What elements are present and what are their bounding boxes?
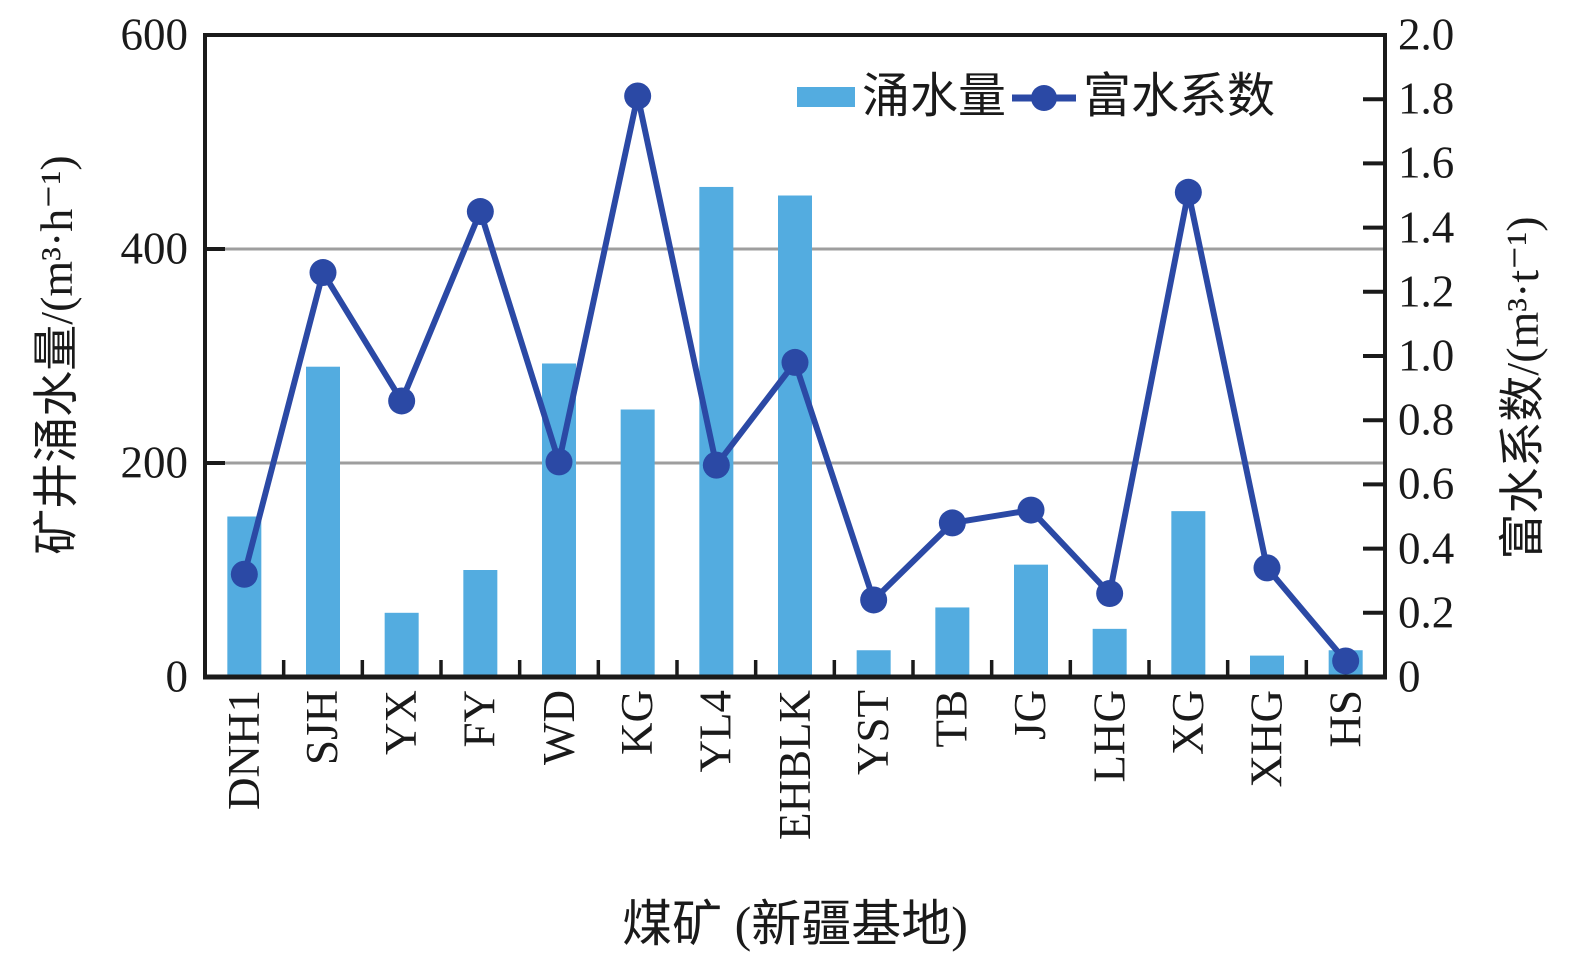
right-axis-tick-label: 2.0 [1398, 9, 1455, 60]
bar-JG [1014, 564, 1048, 677]
data-point-marker-FY [466, 198, 494, 226]
data-point-marker-XHG [1253, 554, 1281, 582]
right-axis-tick-label: 1.6 [1398, 137, 1455, 188]
category-label-WD: WD [533, 690, 584, 765]
bar-EHBLK [778, 195, 812, 677]
data-point-marker-KG [624, 82, 652, 110]
bar-YX [384, 612, 419, 677]
category-label-EHBLK: EHBLK [769, 690, 820, 840]
data-point-marker-SJH [309, 259, 337, 287]
category-label-YL4: YL4 [690, 690, 741, 773]
left-axis-tick-label: 0 [165, 651, 189, 702]
bar-YL4 [699, 186, 734, 677]
bar-YST [856, 650, 891, 677]
left-axis-tick-label: 200 [120, 437, 189, 488]
data-point-marker-LHG [1096, 580, 1124, 608]
category-label-LHG: LHG [1084, 690, 1135, 783]
right-axis-title: 富水系数/(m³·t⁻¹) [1497, 216, 1548, 560]
x-axis-title: 煤矿 (新疆基地) [622, 896, 968, 952]
right-axis-tick-label: 0.4 [1398, 523, 1455, 574]
category-label-YX: YX [376, 690, 427, 755]
data-point-marker-YL4 [702, 451, 730, 479]
left-axis-tick-label: 400 [120, 223, 189, 274]
bar-DNH1 [227, 516, 262, 677]
category-label-TB: TB [926, 690, 977, 748]
bar-FY [463, 570, 498, 677]
category-label-JG: JG [1005, 690, 1056, 741]
category-label-DNH1: DNH1 [218, 690, 269, 810]
bar-XG [1171, 511, 1206, 677]
bar-LHG [1092, 628, 1127, 677]
bar-KG [620, 409, 655, 677]
right-axis-tick-label: 0 [1398, 651, 1421, 702]
bar-XHG [1250, 655, 1284, 677]
category-label-HS: HS [1320, 690, 1371, 748]
right-axis-tick-label: 0.6 [1398, 458, 1455, 509]
data-point-marker-YST [860, 586, 888, 614]
data-point-marker-YX [388, 387, 416, 415]
bar-TB [935, 607, 970, 677]
data-point-marker-XG [1174, 178, 1202, 206]
right-axis-tick-label: 1.4 [1398, 202, 1455, 253]
category-label-KG: KG [612, 690, 663, 755]
left-axis-title: 矿井涌水量/(m³·h⁻¹) [31, 155, 82, 555]
data-point-marker-JG [1017, 496, 1045, 524]
bar-SJH [306, 366, 340, 677]
category-label-SJH: SJH [297, 690, 348, 766]
category-label-XHG: XHG [1241, 690, 1292, 788]
data-point-marker-WD [545, 448, 573, 476]
category-label-YST: YST [848, 690, 899, 776]
data-point-marker-HS [1332, 647, 1360, 675]
right-axis-tick-label: 1.0 [1398, 330, 1455, 381]
right-axis-tick-label: 1.8 [1398, 73, 1455, 124]
left-axis-tick-label: 600 [120, 9, 189, 60]
category-label-XG: XG [1162, 690, 1213, 755]
data-point-marker-TB [938, 509, 966, 537]
data-point-marker-DNH1 [230, 560, 258, 588]
right-axis-tick-label: 1.2 [1398, 266, 1455, 317]
right-axis-tick-label: 0.2 [1398, 587, 1455, 638]
right-axis-tick-label: 0.8 [1398, 394, 1455, 445]
data-point-marker-EHBLK [781, 348, 809, 376]
category-label-FY: FY [454, 690, 505, 748]
